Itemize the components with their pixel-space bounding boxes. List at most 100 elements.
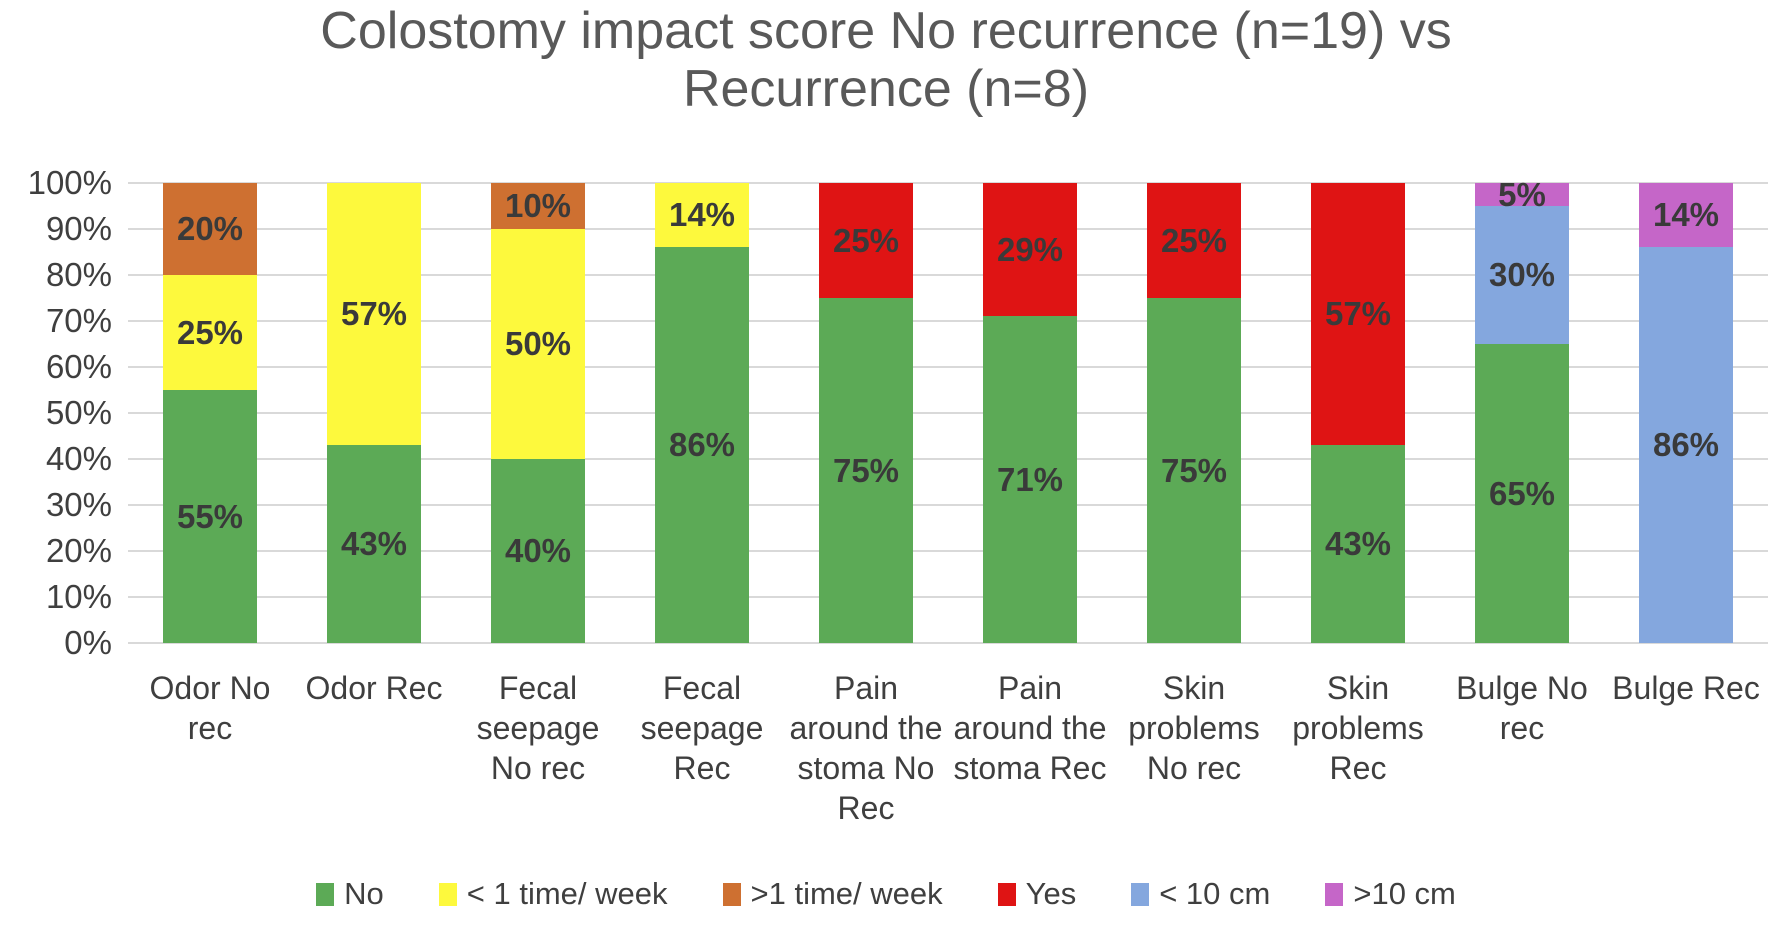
y-axis-tick-label: 20% bbox=[45, 532, 112, 569]
gridline bbox=[128, 642, 1768, 644]
bar-segment-label: 71% bbox=[996, 460, 1064, 498]
y-axis: 0% 10% 20% 30% 40% 50% 60% 70% 80% 90% 100% bbox=[0, 164, 112, 661]
x-axis-category-label: Skin problems No rec bbox=[1128, 670, 1260, 786]
y-axis-tick-label: 30% bbox=[45, 486, 112, 523]
bar-segment: 43% bbox=[327, 445, 421, 643]
bar-segment-label: 20% bbox=[176, 210, 244, 247]
gridline bbox=[128, 412, 1768, 414]
bar-segment: 57% bbox=[327, 183, 421, 446]
bar-segment-label: 75% bbox=[832, 451, 900, 489]
legend-item: >10 cm bbox=[1325, 876, 1456, 912]
bar-segment: 5% bbox=[1475, 176, 1569, 213]
legend-item: >1 time/ week bbox=[722, 876, 943, 912]
bar-segment-label: 86% bbox=[1652, 426, 1720, 464]
legend-swatch bbox=[1131, 882, 1150, 906]
bar-segment-label: 5% bbox=[1498, 175, 1546, 213]
x-axis-category-label: Pain around the stoma No Rec bbox=[789, 670, 943, 826]
bar-segment: 86% bbox=[1639, 247, 1733, 643]
bar-segment-label: 10% bbox=[504, 187, 572, 224]
bar-segment-label: 57% bbox=[1324, 295, 1392, 333]
bar-segment-label: 65% bbox=[1488, 474, 1556, 512]
legend-item: Yes bbox=[997, 876, 1077, 912]
legend-label: < 10 cm bbox=[1159, 876, 1271, 911]
gridline bbox=[128, 228, 1768, 230]
bar-segment-label: 50% bbox=[504, 325, 572, 362]
bar-segment: 25% bbox=[1147, 183, 1241, 298]
bar-segment-label: 25% bbox=[1160, 221, 1228, 259]
legend-swatch bbox=[722, 882, 741, 906]
gridline bbox=[128, 320, 1768, 322]
legend-item: < 1 time/ week bbox=[438, 876, 668, 912]
bar-segment: 14% bbox=[1639, 183, 1733, 248]
bar-segment: 14% bbox=[655, 183, 749, 248]
x-axis-category-label: Bulge No rec bbox=[1456, 670, 1588, 746]
gridline bbox=[128, 182, 1768, 184]
x-axis-category-label: Odor Rec bbox=[305, 670, 443, 706]
legend-label: Yes bbox=[1025, 876, 1077, 911]
x-axis-category-label: Fecal seepage No rec bbox=[476, 670, 600, 786]
bar-segment: 71% bbox=[983, 316, 1077, 643]
x-axis-category-label: Odor No rec bbox=[149, 670, 271, 746]
gridline bbox=[128, 550, 1768, 552]
gridline bbox=[128, 596, 1768, 598]
bar-segment: 25% bbox=[819, 183, 913, 298]
bar-segment-label: 14% bbox=[1652, 196, 1720, 234]
legend-label: No bbox=[344, 876, 384, 911]
y-axis-tick-label: 10% bbox=[45, 578, 112, 615]
y-axis-tick-label: 60% bbox=[45, 348, 112, 385]
bar-segment-label: 86% bbox=[668, 426, 736, 464]
bar-segment: 75% bbox=[1147, 298, 1241, 643]
gridline bbox=[128, 366, 1768, 368]
bar-segment-label: 43% bbox=[340, 525, 408, 563]
x-axis: Odor No rec Odor Rec Fecal seepage No rec F… bbox=[128, 668, 1768, 868]
y-axis-tick-label: 90% bbox=[45, 210, 112, 247]
bar-segment-label: 29% bbox=[996, 230, 1064, 268]
legend-swatch bbox=[438, 882, 457, 906]
bar-segment: 29% bbox=[983, 183, 1077, 317]
bar-segment-label: 25% bbox=[832, 221, 900, 259]
plot-area: 55% 25% 20% 43% 57% 40% 50% 10% 86% 14% 75% 25% 71% 2… bbox=[128, 176, 1768, 644]
bar-segment: 50% bbox=[491, 229, 585, 459]
legend-label: >10 cm bbox=[1353, 876, 1456, 911]
y-axis-tick-label: 70% bbox=[45, 302, 112, 339]
bar-segment-label: 30% bbox=[1488, 256, 1556, 293]
bar-segment-label: 57% bbox=[340, 295, 408, 333]
bar-segment-label: 55% bbox=[176, 497, 244, 535]
y-axis-tick-label: 50% bbox=[45, 394, 112, 431]
legend-swatch bbox=[997, 882, 1016, 906]
gridline bbox=[128, 458, 1768, 460]
bar-segment: 20% bbox=[163, 183, 257, 275]
bar-segment: 30% bbox=[1475, 206, 1569, 344]
bar-segment-label: 25% bbox=[176, 313, 244, 351]
y-axis-tick-label: 100% bbox=[27, 164, 112, 201]
legend-swatch bbox=[1325, 882, 1344, 906]
bar-segment: 65% bbox=[1475, 344, 1569, 643]
y-axis-tick-label: 40% bbox=[45, 440, 112, 477]
bar-segment: 75% bbox=[819, 298, 913, 643]
bar-segment-label: 14% bbox=[668, 196, 736, 234]
bar-segment-label: 40% bbox=[504, 532, 572, 569]
bar-segment: 10% bbox=[491, 183, 585, 229]
bar-segment: 57% bbox=[1311, 183, 1405, 446]
bar-segment: 25% bbox=[163, 275, 257, 390]
y-axis-tick-label: 0% bbox=[64, 624, 112, 661]
gridline bbox=[128, 274, 1768, 276]
x-axis-category-label: Fecal seepage Rec bbox=[640, 670, 764, 786]
x-axis-category-label: Pain around the stoma Rec bbox=[953, 670, 1107, 786]
legend-label: >1 time/ week bbox=[750, 876, 943, 911]
bar-segment-label: 43% bbox=[1324, 525, 1392, 563]
bar-segment: 43% bbox=[1311, 445, 1405, 643]
legend-label: < 1 time/ week bbox=[466, 876, 668, 911]
bar-segment-label: 75% bbox=[1160, 451, 1228, 489]
y-axis-tick-label: 80% bbox=[45, 256, 112, 293]
legend-item: No bbox=[316, 876, 384, 912]
legend: No < 1 time/ week >1 time/ week Yes < 10 cm >… bbox=[0, 876, 1772, 912]
bar-segment: 86% bbox=[655, 247, 749, 643]
gridline bbox=[128, 504, 1768, 506]
x-axis-category-label: Skin problems Rec bbox=[1292, 670, 1424, 786]
bar-segment: 55% bbox=[163, 390, 257, 643]
bar-segment: 40% bbox=[491, 459, 585, 643]
x-axis-category-label: Bulge Rec bbox=[1612, 670, 1760, 706]
legend-item: < 10 cm bbox=[1131, 876, 1270, 912]
